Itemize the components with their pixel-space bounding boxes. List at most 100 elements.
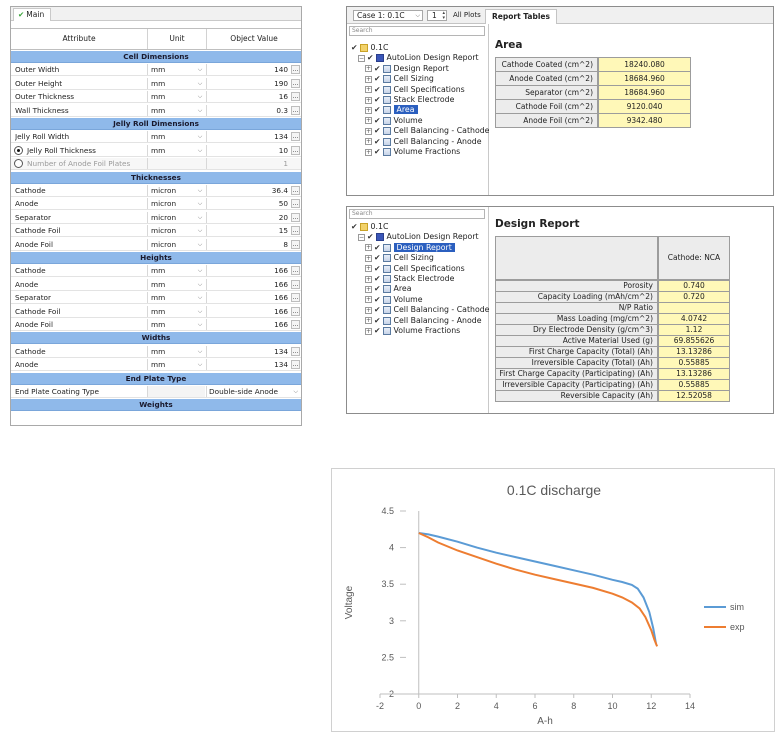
checkbox-checked-icon[interactable]: ✔ <box>374 305 381 315</box>
ellipsis-button[interactable]: ... <box>291 239 300 249</box>
tab-report-tables[interactable]: Report Tables <box>485 9 557 24</box>
value-field[interactable]: 10 <box>206 144 290 156</box>
expand-icon[interactable]: + <box>365 117 372 125</box>
tree-item[interactable]: + ✔ Volume <box>365 115 423 126</box>
unit-select[interactable]: mm <box>147 359 205 371</box>
ellipsis-button[interactable]: ... <box>291 306 300 316</box>
ellipsis-button[interactable]: ... <box>291 199 300 209</box>
unit-select[interactable]: micron <box>147 225 205 237</box>
radio-button[interactable] <box>14 159 23 169</box>
ellipsis-button[interactable]: ... <box>291 293 300 303</box>
unit-select[interactable]: micron <box>147 238 205 250</box>
unit-select[interactable]: micron <box>147 198 205 210</box>
checkbox-checked-icon[interactable]: ✔ <box>374 326 381 335</box>
unit-select[interactable]: mm <box>147 345 205 357</box>
ellipsis-button[interactable]: ... <box>291 360 300 370</box>
checkbox-checked-icon[interactable]: ✔ <box>367 232 374 242</box>
tree-item[interactable]: + ✔ Cell Specifications <box>365 263 465 274</box>
expand-icon[interactable]: + <box>365 65 372 73</box>
tree-item[interactable]: + ✔ Cell Specifications <box>365 84 465 95</box>
tree-item[interactable]: + ✔ Stack Electrode <box>365 94 454 105</box>
expand-icon[interactable]: + <box>365 127 372 135</box>
checkbox-checked-icon[interactable]: ✔ <box>367 53 374 63</box>
unit-select[interactable]: mm <box>147 144 205 156</box>
unit-select[interactable]: mm <box>147 292 205 304</box>
tree-item[interactable]: ✔ 0.1C <box>351 42 388 53</box>
ellipsis-button[interactable]: ... <box>291 92 300 102</box>
ellipsis-button[interactable]: ... <box>291 78 300 88</box>
unit-select[interactable]: mm <box>147 104 205 116</box>
ellipsis-button[interactable]: ... <box>291 65 300 75</box>
expand-icon[interactable]: + <box>365 317 372 325</box>
ellipsis-button[interactable]: ... <box>291 145 300 155</box>
tree-item[interactable]: + ✔ Stack Electrode <box>365 273 454 284</box>
chevron-down-icon[interactable]: ⌵ <box>197 213 203 221</box>
ellipsis-button[interactable]: ... <box>291 212 300 222</box>
ellipsis-button[interactable]: ... <box>291 132 300 142</box>
unit-select[interactable]: mm <box>147 305 205 317</box>
tree-search-input[interactable]: Search <box>349 26 485 36</box>
radio-button[interactable] <box>14 145 23 155</box>
value-field[interactable]: 140 <box>206 64 290 76</box>
tree-item[interactable]: − ✔ AutoLion Design Report <box>358 231 479 242</box>
coating-type-select[interactable]: Double-side Anode ⌵ <box>206 386 301 397</box>
tree-item[interactable]: + ✔ Cell Balancing - Cathode <box>365 125 489 136</box>
chevron-down-icon[interactable]: ⌵ <box>197 187 203 194</box>
expand-icon[interactable]: + <box>365 75 372 83</box>
checkbox-checked-icon[interactable]: ✔ <box>374 84 381 94</box>
expand-icon[interactable]: + <box>365 254 372 262</box>
checkbox-checked-icon[interactable]: ✔ <box>374 294 381 304</box>
chevron-down-icon[interactable]: ⌵ <box>197 280 203 288</box>
checkbox-checked-icon[interactable]: ✔ <box>374 147 381 156</box>
checkbox-checked-icon[interactable]: ✔ <box>351 43 358 52</box>
chevron-down-icon[interactable]: ⌵ <box>197 267 203 275</box>
unit-select[interactable]: mm <box>147 319 205 330</box>
checkbox-checked-icon[interactable]: ✔ <box>374 63 381 73</box>
chevron-down-icon[interactable]: ⌵ <box>197 146 203 154</box>
collapse-icon[interactable]: − <box>358 54 365 62</box>
case-select[interactable]: Case 1: 0.1C ⌵ <box>353 10 423 21</box>
tree-item[interactable]: − ✔ AutoLion Design Report <box>358 52 479 63</box>
chevron-down-icon[interactable]: ⌵ <box>197 66 203 74</box>
checkbox-checked-icon[interactable]: ✔ <box>374 74 381 84</box>
expand-icon[interactable]: + <box>365 138 372 146</box>
tree-item[interactable]: + ✔ Volume <box>365 294 423 305</box>
value-field[interactable]: 36.4 <box>206 185 290 196</box>
checkbox-checked-icon[interactable]: ✔ <box>374 126 381 136</box>
tree-item[interactable]: ✔ 0.1C <box>351 221 388 232</box>
chevron-down-icon[interactable]: ⌵ <box>197 227 203 235</box>
chevron-down-icon[interactable]: ⌵ <box>197 321 203 328</box>
value-field[interactable]: 134 <box>206 345 290 357</box>
unit-select[interactable]: mm <box>147 278 205 290</box>
expand-icon[interactable]: + <box>365 96 372 104</box>
unit-select[interactable]: mm <box>147 265 205 277</box>
tree-item[interactable]: + ✔ Area <box>365 283 412 294</box>
unit-select[interactable]: micron <box>147 185 205 196</box>
chevron-down-icon[interactable]: ⌵ <box>197 79 203 87</box>
value-field[interactable]: 190 <box>206 77 290 89</box>
tab-main[interactable]: ✔ Main <box>13 8 52 21</box>
expand-icon[interactable]: + <box>365 148 372 156</box>
unit-select[interactable]: mm <box>147 131 205 143</box>
tree-item[interactable]: + ✔ Cell Balancing - Cathode <box>365 304 489 315</box>
chevron-down-icon[interactable]: ⌵ <box>197 347 203 355</box>
chevron-down-icon[interactable]: ⌵ <box>293 388 298 395</box>
ellipsis-button[interactable]: ... <box>291 320 300 329</box>
value-field[interactable]: 166 <box>206 292 290 304</box>
chevron-down-icon[interactable]: ⌵ <box>197 361 203 369</box>
checkbox-checked-icon[interactable]: ✔ <box>374 105 381 115</box>
value-field[interactable]: 134 <box>206 359 290 371</box>
unit-select[interactable]: mm <box>147 77 205 89</box>
expand-icon[interactable]: + <box>365 86 372 94</box>
ellipsis-button[interactable]: ... <box>291 105 300 115</box>
tree-item[interactable]: + ✔ Design Report <box>365 63 449 74</box>
checkbox-checked-icon[interactable]: ✔ <box>374 95 381 104</box>
value-field[interactable]: 166 <box>206 319 290 330</box>
case-spinner[interactable]: 1 ▴ ▾ <box>427 10 447 21</box>
expand-icon[interactable]: + <box>365 306 372 314</box>
chevron-down-icon[interactable]: ⌵ <box>197 200 203 208</box>
tab-all-plots[interactable]: All Plots <box>453 11 481 19</box>
checkbox-checked-icon[interactable]: ✔ <box>374 315 381 325</box>
value-field[interactable]: 15 <box>206 225 290 237</box>
value-field[interactable]: 50 <box>206 198 290 210</box>
